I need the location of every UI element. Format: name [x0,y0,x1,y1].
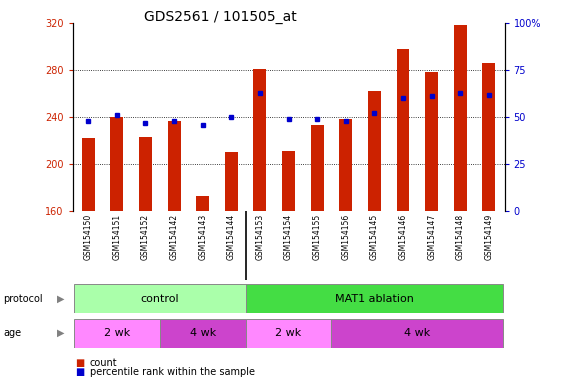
Text: GSM154148: GSM154148 [456,214,465,260]
Bar [397,49,409,211]
Bar [160,319,245,348]
Text: GSM154156: GSM154156 [341,214,350,260]
Bar [74,319,160,348]
Text: count: count [90,358,118,368]
Text: GSM154146: GSM154146 [398,214,408,260]
Text: GSM154154: GSM154154 [284,214,293,260]
Text: GSM154151: GSM154151 [113,214,121,260]
Bar [339,119,352,211]
Bar [368,91,381,211]
Text: GSM154150: GSM154150 [84,214,93,260]
Text: ■: ■ [75,358,85,368]
Text: GSM154142: GSM154142 [169,214,179,260]
Bar [82,138,95,211]
Bar [425,73,438,211]
Bar [196,196,209,211]
Bar [168,121,180,211]
Text: ■: ■ [75,367,85,377]
Bar [225,152,238,211]
Text: GSM154143: GSM154143 [198,214,207,260]
Text: ▶: ▶ [57,328,64,338]
Text: percentile rank within the sample: percentile rank within the sample [90,367,255,377]
Bar [311,125,324,211]
Text: 2 wk: 2 wk [276,328,302,338]
Text: GSM154147: GSM154147 [427,214,436,260]
Bar [110,117,124,211]
Text: protocol: protocol [3,293,42,304]
Text: control: control [140,293,179,304]
Bar [139,137,152,211]
Text: ▶: ▶ [57,293,64,304]
Bar [454,25,467,211]
Text: 4 wk: 4 wk [190,328,216,338]
Bar [253,69,266,211]
Text: age: age [3,328,21,338]
Bar [245,319,332,348]
Text: GDS2561 / 101505_at: GDS2561 / 101505_at [144,10,297,23]
Bar [483,63,495,211]
Bar [282,151,295,211]
Text: GSM154155: GSM154155 [313,214,322,260]
Text: MAT1 ablation: MAT1 ablation [335,293,414,304]
Bar [74,284,245,313]
Bar [332,319,503,348]
Text: GSM154144: GSM154144 [227,214,236,260]
Bar [245,284,503,313]
Text: 4 wk: 4 wk [404,328,430,338]
Text: GSM154145: GSM154145 [370,214,379,260]
Text: 2 wk: 2 wk [104,328,130,338]
Text: GSM154149: GSM154149 [484,214,494,260]
Text: GSM154152: GSM154152 [141,214,150,260]
Text: GSM154153: GSM154153 [255,214,264,260]
